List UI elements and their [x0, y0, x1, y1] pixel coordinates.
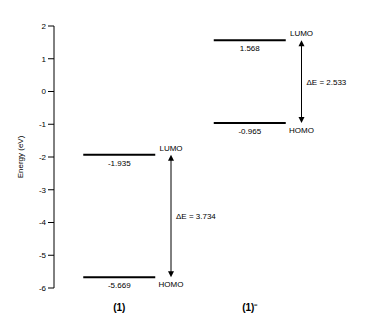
svg-text:LUMO: LUMO	[159, 144, 182, 153]
svg-text:-4: -4	[39, 218, 47, 227]
svg-text:-3: -3	[39, 186, 47, 195]
svg-text:LUMO: LUMO	[290, 29, 313, 38]
svg-text:-5: -5	[39, 251, 47, 260]
svg-text:ΔE = 3.734: ΔE = 3.734	[176, 212, 216, 221]
svg-text:(1)⁻: (1)⁻	[242, 302, 258, 313]
svg-text:-6: -6	[39, 284, 47, 293]
svg-text:0: 0	[42, 87, 47, 96]
svg-text:HOMO: HOMO	[159, 280, 184, 288]
svg-text:-5.669: -5.669	[108, 281, 131, 288]
svg-text:(1): (1)	[113, 302, 125, 313]
svg-text:2: 2	[42, 22, 47, 31]
svg-text:-2: -2	[39, 153, 47, 162]
svg-text:HOMO: HOMO	[289, 126, 314, 135]
svg-text:-0.965: -0.965	[238, 127, 261, 136]
svg-text:ΔE = 2.533: ΔE = 2.533	[307, 78, 347, 87]
svg-text:Energy (eV): Energy (eV)	[16, 135, 25, 178]
svg-text:1: 1	[42, 55, 47, 64]
svg-text:-1.935: -1.935	[108, 159, 131, 168]
svg-text:-1: -1	[39, 120, 47, 129]
svg-text:1.568: 1.568	[240, 44, 261, 53]
